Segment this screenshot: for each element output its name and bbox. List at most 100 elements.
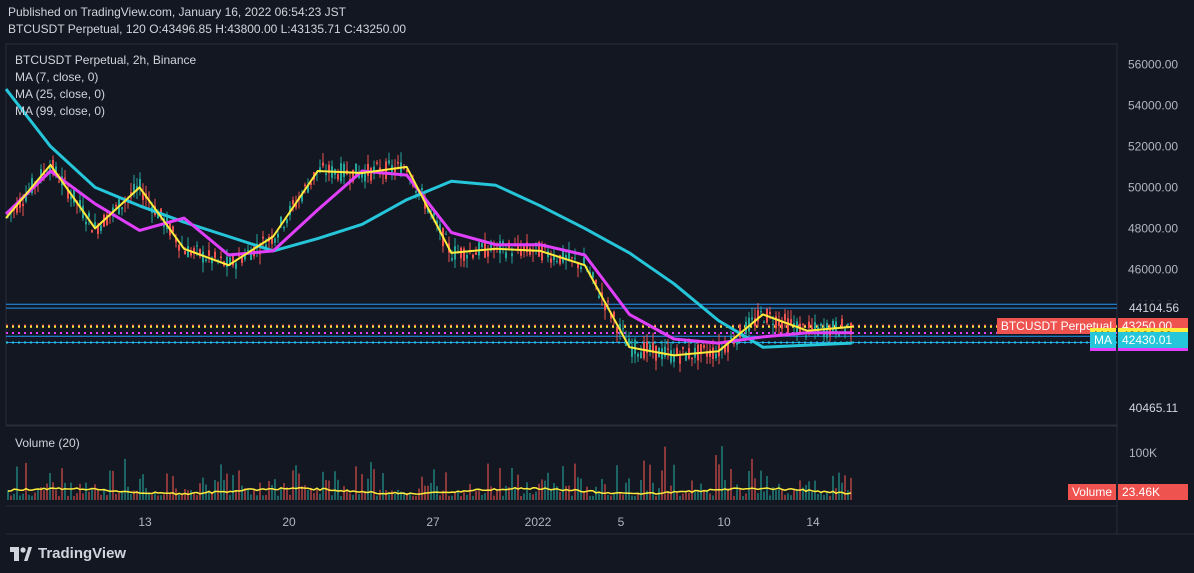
- volume-bar: [688, 492, 690, 500]
- candle-body: [706, 352, 708, 357]
- candle-body: [733, 342, 735, 345]
- candle-body: [529, 248, 531, 255]
- y-tick-label: 46000.00: [1128, 262, 1178, 276]
- volume-bar: [589, 495, 591, 500]
- candle-body: [421, 188, 423, 191]
- volume-bar: [733, 495, 735, 500]
- volume-bar: [238, 470, 240, 500]
- legend-ma25[interactable]: MA (25, close, 0): [15, 87, 106, 101]
- volume-bar: [397, 489, 399, 500]
- volume-bar: [625, 482, 627, 500]
- candle-body: [571, 257, 573, 259]
- candle-body: [94, 222, 96, 228]
- volume-bar: [313, 493, 315, 500]
- volume-bar: [628, 478, 630, 500]
- x-tick-label: 2022: [525, 515, 552, 529]
- candle-body: [820, 323, 822, 326]
- volume-bar: [430, 482, 432, 500]
- candle-body: [838, 333, 840, 337]
- volume-bar: [208, 490, 210, 500]
- candle-body: [685, 352, 687, 361]
- volume-bar: [502, 495, 504, 500]
- volume-bar: [400, 491, 402, 500]
- volume-bar: [298, 473, 300, 500]
- tradingview-logo[interactable]: TradingView: [10, 545, 126, 562]
- x-tick-label: 10: [717, 515, 731, 529]
- candle-body: [58, 181, 60, 183]
- volume-bar: [43, 490, 45, 500]
- volume-bar: [802, 487, 804, 500]
- volume-bar: [91, 488, 93, 500]
- volume-bar: [826, 492, 828, 500]
- legend-ma7[interactable]: MA (7, close, 0): [15, 70, 99, 84]
- candle-body: [277, 233, 279, 238]
- volume-bar: [487, 463, 489, 500]
- candle-body: [790, 319, 792, 324]
- candle-body: [244, 254, 246, 260]
- candle-body: [22, 203, 24, 207]
- volume-bar: [343, 486, 345, 500]
- volume-bar: [280, 488, 282, 500]
- volume-bar: [679, 495, 681, 500]
- volume-bar: [547, 472, 549, 500]
- volume-bar: [451, 495, 453, 500]
- volume-bar: [466, 494, 468, 500]
- volume-bar: [757, 493, 759, 500]
- candle-body: [520, 248, 522, 256]
- candle-body: [214, 251, 216, 259]
- volume-bar: [784, 494, 786, 500]
- volume-bar: [301, 486, 303, 500]
- candle-body: [490, 241, 492, 251]
- volume-bar: [85, 482, 87, 500]
- volume-bar: [277, 495, 279, 500]
- volume-bar: [601, 478, 603, 500]
- volume-bar: [643, 460, 645, 500]
- candle-body: [271, 235, 273, 244]
- candle-body: [466, 254, 468, 259]
- volume-bar: [613, 493, 615, 500]
- volume-bar: [268, 481, 270, 500]
- volume-bar: [82, 493, 84, 500]
- candle-body: [136, 186, 138, 190]
- volume-bar: [97, 488, 99, 500]
- volume-bar: [523, 493, 525, 500]
- volume-bar: [58, 495, 60, 500]
- volume-bar: [385, 490, 387, 500]
- candle-body: [427, 208, 429, 213]
- candle-body: [829, 326, 831, 336]
- candle-body: [184, 250, 186, 255]
- volume-bar: [508, 487, 510, 500]
- volume-bar: [283, 483, 285, 500]
- candle-body: [55, 166, 57, 174]
- volume-bar: [244, 488, 246, 500]
- volume-bar: [172, 475, 174, 500]
- volume-bar: [40, 487, 42, 500]
- volume-bar: [616, 465, 618, 500]
- candle-body: [511, 253, 513, 257]
- candle-body: [433, 212, 435, 216]
- candle-body: [367, 163, 369, 176]
- volume-bar: [136, 490, 138, 500]
- volume-bar: [73, 495, 75, 500]
- legend-ma99[interactable]: MA (99, close, 0): [15, 104, 106, 118]
- candle-body: [376, 162, 378, 164]
- volume-bar: [622, 494, 624, 500]
- volume-bar: [565, 485, 567, 500]
- volume-bar: [703, 489, 705, 500]
- candle-body: [631, 346, 633, 357]
- candle-body: [283, 227, 285, 229]
- legend-volume[interactable]: Volume (20): [15, 436, 80, 450]
- volume-bar: [583, 491, 585, 500]
- candle-body: [652, 342, 654, 353]
- volume-bar: [331, 495, 333, 500]
- candle-body: [394, 167, 396, 173]
- candle-body: [451, 258, 453, 261]
- volume-bar: [220, 464, 222, 500]
- volume-bar: [751, 458, 753, 500]
- volume-bar: [481, 495, 483, 500]
- candle-body: [262, 236, 264, 239]
- volume-bar: [361, 474, 363, 500]
- candle-body: [715, 353, 717, 359]
- volume-bar: [214, 479, 216, 500]
